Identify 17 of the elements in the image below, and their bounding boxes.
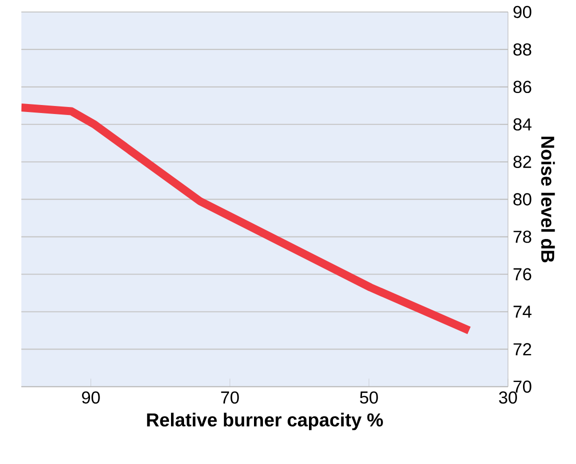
y-tick-label: 84 [513, 118, 532, 131]
y-tick-label: 76 [514, 268, 532, 280]
y-tick-label: 90 [514, 6, 532, 18]
x-tick-label: 30 [499, 391, 517, 404]
y-tick-label: 88 [513, 43, 532, 56]
x-tick-label: 50 [360, 391, 378, 404]
y-tick-label: 72 [514, 343, 532, 356]
x-axis-title: Relative burner capacity % [147, 412, 383, 430]
x-tick-label: 70 [221, 391, 239, 404]
y-tick-label: 80 [513, 193, 532, 206]
y-tick-label: 86 [513, 80, 532, 94]
y-tick-label: 74 [514, 306, 532, 318]
y-tick-label: 82 [513, 156, 532, 168]
y-axis-title: Noise level dB [541, 136, 555, 262]
x-tick-label: 90 [82, 391, 100, 404]
y-tick-label: 70 [514, 380, 532, 393]
y-tick-label: 78 [514, 230, 532, 243]
